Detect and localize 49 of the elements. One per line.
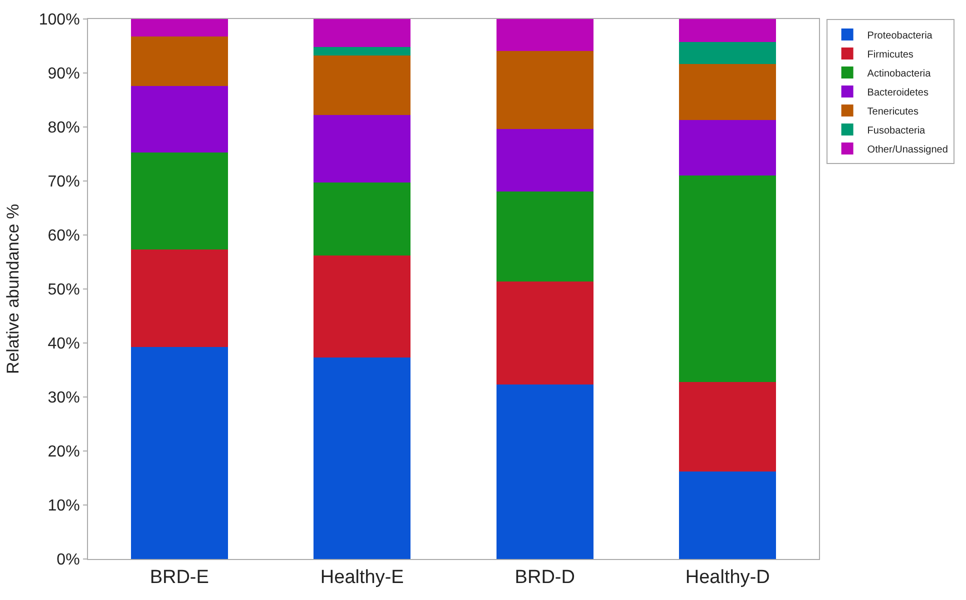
y-tick-label: 100% — [38, 12, 80, 29]
legend-label: Actinobacteria — [867, 68, 932, 80]
x-tick-label: Healthy-D — [685, 566, 770, 588]
bar — [679, 64, 776, 120]
bar — [314, 19, 411, 48]
bar — [130, 19, 228, 36]
bar — [496, 50, 594, 130]
bar — [679, 19, 776, 42]
legend-label: Tenericutes — [867, 106, 918, 118]
y-axis-title: Relative abundance % — [3, 204, 22, 374]
bar — [314, 182, 411, 256]
bar — [496, 384, 594, 559]
legend-label: Other/Unassigned — [867, 144, 948, 156]
bar — [679, 176, 776, 382]
bar — [314, 358, 411, 559]
x-tick-label: BRD-D — [514, 566, 575, 588]
legend-label: Bacteroidetes — [867, 87, 928, 98]
bar — [679, 42, 776, 64]
legend-label: Fusobacteria — [867, 125, 926, 136]
bar — [496, 19, 594, 51]
x-tick-label: BRD-E — [150, 566, 209, 588]
bar — [314, 56, 411, 116]
y-tick-label: 10% — [48, 498, 80, 515]
bar — [130, 346, 228, 559]
y-tick-label: 40% — [48, 336, 80, 353]
bar — [314, 256, 411, 358]
y-tick-label: 20% — [48, 444, 80, 461]
y-tick-label: 90% — [48, 66, 80, 83]
bar — [130, 36, 228, 86]
y-tick-label: 30% — [48, 390, 80, 407]
y-tick-label: 80% — [48, 120, 80, 137]
y-tick-label: 60% — [48, 228, 80, 245]
bar — [679, 382, 776, 472]
y-tick-label: 50% — [48, 282, 80, 299]
bar — [130, 152, 228, 250]
bar — [496, 281, 594, 385]
bar — [496, 191, 594, 282]
bar — [130, 250, 228, 347]
bar — [679, 120, 776, 176]
bar — [314, 47, 411, 56]
bar — [496, 129, 594, 192]
x-tick-label: Healthy-E — [320, 566, 404, 588]
legend-label: Proteobacteria — [867, 30, 933, 42]
y-tick-label: 0% — [56, 552, 80, 569]
y-tick-label: 70% — [48, 174, 80, 191]
bar — [679, 472, 776, 559]
bar — [314, 115, 411, 183]
bar — [130, 86, 228, 152]
legend-label: Firmicutes — [867, 49, 914, 60]
